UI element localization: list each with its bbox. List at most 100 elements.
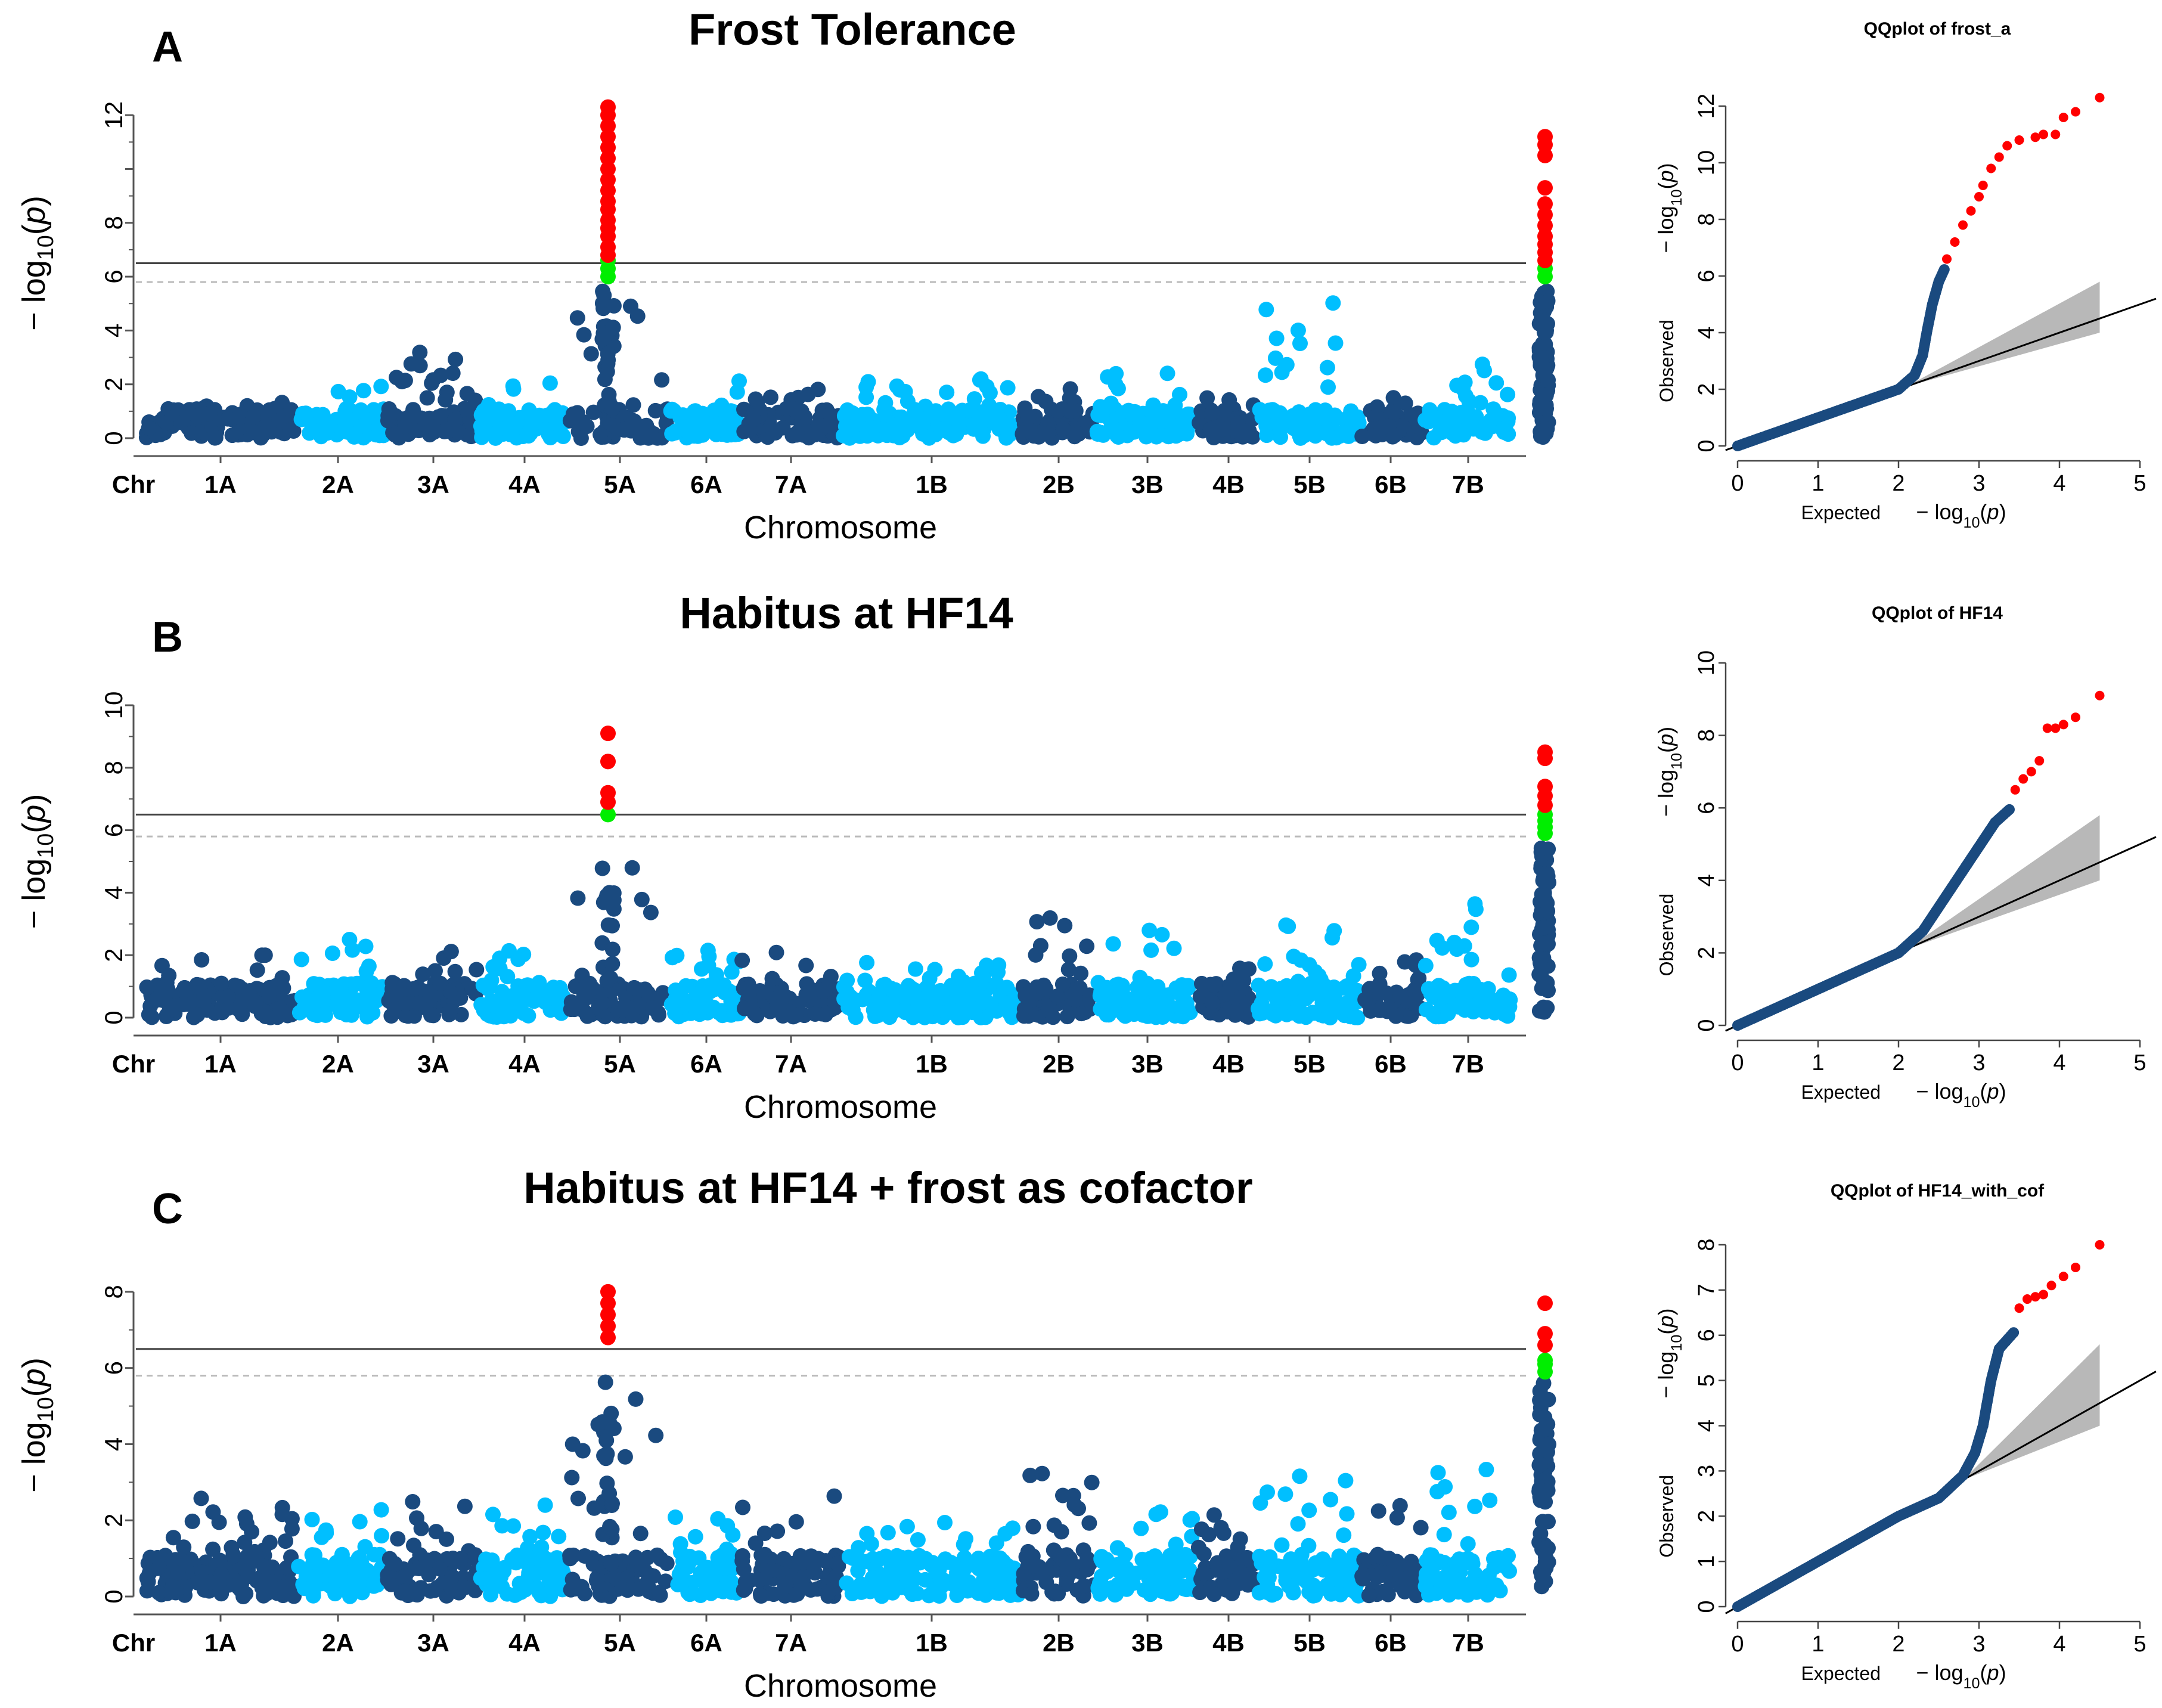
snp-point-2B [1028, 947, 1044, 963]
snp-point-4B [1215, 1525, 1232, 1541]
snp-point-7B [1417, 957, 1434, 974]
chromosome-tick-label: 2B [1043, 1629, 1075, 1657]
qq-x-axis-math: − log10(p) [1916, 1079, 2006, 1111]
snp-point-1B [899, 1570, 915, 1586]
snp-point-1B [860, 407, 876, 423]
snp-point-1A [256, 1588, 272, 1604]
snp-point-6A [694, 984, 710, 1000]
qq-title-b: QQplot of HF14 [1872, 603, 2003, 623]
snp-point-6B [1372, 1548, 1388, 1564]
snp-point-4A [516, 1005, 532, 1021]
snp-point-2A [342, 389, 358, 405]
chromosome-tick-label: 7A [775, 470, 807, 498]
snp-point-1A [170, 1565, 186, 1581]
snp-point-4B [1192, 1585, 1208, 1601]
snp-point-1B [938, 405, 954, 421]
snp-point-5A [594, 860, 610, 876]
snp-point-1A [283, 402, 299, 418]
snp-point-4A [540, 1554, 556, 1570]
qq-y-tick-label: 6 [1694, 802, 1719, 814]
snp-point-1B [930, 1558, 946, 1574]
snp-point-1B [979, 379, 995, 395]
qq-significant-point [1994, 152, 2004, 162]
snp-point-6A [714, 1547, 730, 1563]
snp-point-unmapped [1537, 1421, 1553, 1437]
y-axis-label: − log10(p) [16, 1357, 58, 1493]
snp-point-3B [1116, 1006, 1131, 1022]
snp-point-3B [1153, 414, 1169, 429]
snp-point-6B [1413, 1520, 1429, 1536]
snp-point-6B [1388, 1008, 1404, 1024]
qq-significant-point [2010, 785, 2020, 795]
snp-point-4A [474, 429, 490, 445]
snp-point-5A [594, 1414, 610, 1430]
snp-point-7B [1419, 1566, 1435, 1582]
snp-point-4B [1230, 416, 1246, 432]
snp-point-3A [384, 975, 401, 991]
y-tick-label: 2 [100, 1514, 128, 1527]
snp-point-5A [619, 999, 635, 1015]
snp-point-2A [373, 379, 389, 395]
snp-point-3B [1147, 1574, 1162, 1591]
snp-point-1B [983, 413, 999, 429]
snp-point-5B [1262, 1549, 1278, 1565]
qq-significant-point [2095, 92, 2105, 103]
qq-y-tick-label: 10 [1694, 650, 1719, 675]
snp-point-5A [606, 298, 622, 314]
snp-point-5A [564, 1470, 580, 1486]
snp-point-5B [1301, 957, 1317, 973]
snp-point-4A [555, 429, 571, 444]
qq-significant-point [2030, 132, 2040, 142]
snp-point-7A [789, 425, 805, 441]
snp-point-5B [1288, 979, 1304, 996]
snp-point-7A [770, 1523, 786, 1539]
snp-point-4B [1236, 972, 1252, 988]
snp-point-6A [712, 1582, 728, 1598]
snp-point-1A [139, 1583, 155, 1599]
snp-point-1A [184, 425, 200, 441]
snp-point-7B [1449, 941, 1465, 957]
snp-point-5A [591, 1578, 607, 1594]
snp-point-5A [644, 1000, 660, 1016]
chromosome-tick-label: 4A [508, 1050, 541, 1078]
snp-point-1A [264, 1559, 280, 1575]
snp-point-4A [542, 375, 558, 391]
snp-point-1A [151, 1560, 167, 1576]
snp-point-6A [668, 982, 684, 998]
snp-point-1A [205, 1541, 221, 1557]
snp-point-1B [1003, 1580, 1019, 1597]
chromosome-tick-label: 4B [1212, 1629, 1245, 1657]
chromosome-tick-label: 1A [204, 1050, 237, 1078]
snp-point-6A [664, 426, 680, 442]
snp-point-7A [788, 1514, 804, 1530]
snp-point-3B [1139, 979, 1155, 996]
snp-point-5B [1301, 1502, 1317, 1518]
snp-point-5B [1331, 1548, 1347, 1564]
snp-point-2A [305, 1585, 321, 1601]
significant-snp-point [600, 182, 616, 199]
snp-point-5A [604, 1521, 620, 1537]
snp-point-3A [453, 1551, 469, 1567]
snp-point-3A [413, 1580, 429, 1596]
snp-point-unmapped [1531, 1483, 1547, 1499]
snp-point-2A [355, 383, 371, 399]
y-axis-label: − log10(p) [16, 794, 58, 929]
snp-point-7B [1432, 423, 1448, 439]
snp-point-6A [668, 1509, 683, 1525]
qq-significant-point [2026, 767, 2036, 777]
chromosome-tick-label: 6A [690, 1629, 722, 1657]
snp-point-1B [939, 385, 955, 401]
snp-point-3B [1121, 402, 1137, 419]
snp-point-4A [505, 1518, 522, 1534]
snp-point-2A [352, 1514, 368, 1530]
snp-point-5B [1327, 407, 1343, 423]
qq-significant-point [2002, 141, 2012, 151]
snp-point-7B [1465, 1004, 1481, 1019]
snp-point-1B [904, 1586, 920, 1602]
snp-point-5A [599, 973, 615, 989]
snp-point-5B [1326, 923, 1342, 939]
qq-significant-point [1966, 206, 1976, 216]
chromosome-tick-label: 5B [1294, 1629, 1326, 1657]
qq-significant-point [2058, 1272, 2068, 1282]
snp-point-4A [522, 1529, 538, 1545]
